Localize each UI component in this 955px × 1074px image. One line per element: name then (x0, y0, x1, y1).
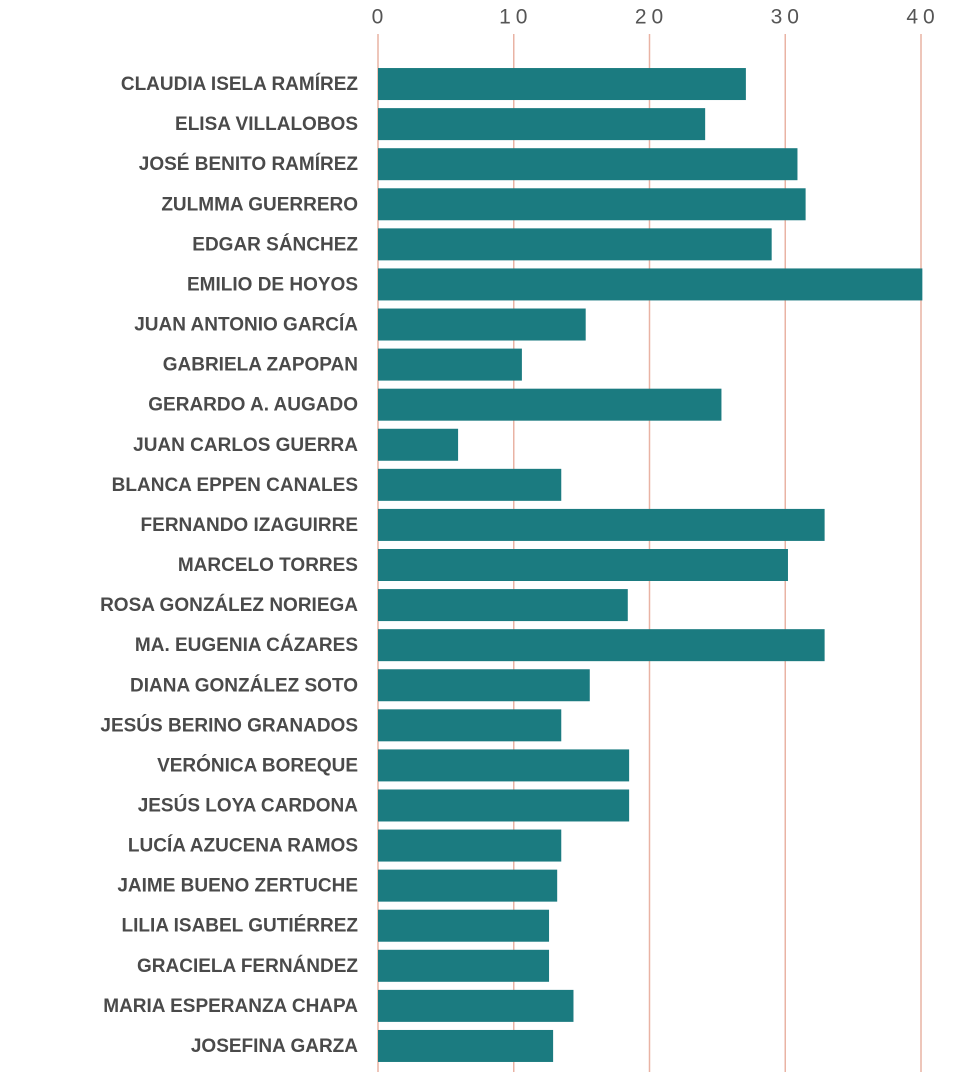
y-tick-label: JOSEFINA GARZA (191, 1036, 358, 1057)
bar (378, 869, 558, 902)
bar (378, 428, 459, 461)
bar (378, 308, 586, 341)
y-tick-label: EMILIO DE HOYOS (187, 274, 358, 295)
bar (378, 549, 788, 581)
y-tick-label: DIANA GONZÁLEZ SOTO (130, 674, 358, 696)
y-tick-label: BLANCA EPPEN CANALES (112, 475, 358, 496)
x-tick-label: 0 (372, 6, 389, 29)
y-tick-label: JAIME BUENO ZERTUCHE (117, 876, 358, 897)
x-tick-label: 30 (771, 6, 804, 29)
y-tick-label: FERNANDO IZAGUIRRE (141, 515, 358, 536)
y-tick-label: JESÚS BERINO GRANADOS (100, 714, 358, 736)
y-tick-label: MARIA ESPERANZA CHAPA (103, 996, 358, 1017)
bar (378, 989, 574, 1022)
bar (378, 629, 825, 662)
bar (378, 188, 806, 221)
y-tick-label: JUAN CARLOS GUERRA (133, 435, 358, 456)
bar (378, 829, 562, 862)
x-tick-label: 20 (635, 6, 668, 29)
bar (378, 268, 923, 301)
bar (378, 508, 825, 541)
bar (378, 388, 722, 421)
y-tick-label: GABRIELA ZAPOPAN (163, 355, 358, 376)
bar (378, 108, 706, 141)
bar (378, 228, 772, 261)
y-tick-label: ZULMMA GUERRERO (161, 194, 358, 215)
bar (378, 348, 522, 381)
y-tick-label: JESÚS LOYA CARDONA (138, 794, 359, 816)
y-tick-label: LILIA ISABEL GUTIÉRREZ (122, 915, 359, 937)
bar (378, 1029, 554, 1062)
bar (378, 709, 562, 742)
y-tick-label: ELISA VILLALOBOS (175, 114, 358, 135)
y-tick-label: GRACIELA FERNÁNDEZ (137, 955, 358, 977)
bar (378, 749, 630, 782)
y-tick-label: JOSÉ BENITO RAMÍREZ (139, 153, 359, 175)
x-tick-label: 40 (906, 6, 939, 29)
y-tick-label: LUCÍA AZUCENA RAMOS (128, 835, 358, 857)
y-tick-label: VERÓNICA BOREQUE (157, 754, 358, 776)
y-tick-label: MA. EUGENIA CÁZARES (135, 634, 358, 656)
y-tick-label: MARCELO TORRES (178, 555, 358, 576)
x-tick-label: 10 (499, 6, 532, 29)
bar (378, 949, 550, 982)
bar (378, 669, 590, 702)
y-tick-label: GERARDO A. AUGADO (148, 395, 358, 416)
bar (378, 468, 562, 501)
bar (378, 789, 630, 822)
y-tick-label: CLAUDIA ISELA RAMÍREZ (121, 73, 359, 95)
bar (378, 68, 746, 101)
bar (378, 909, 550, 942)
y-tick-label: ROSA GONZÁLEZ NORIEGA (100, 594, 358, 616)
bar (378, 148, 798, 181)
y-tick-label: JUAN ANTONIO GARCÍA (134, 314, 358, 336)
bar (378, 589, 628, 622)
y-tick-label: EDGAR SÁNCHEZ (192, 233, 358, 255)
